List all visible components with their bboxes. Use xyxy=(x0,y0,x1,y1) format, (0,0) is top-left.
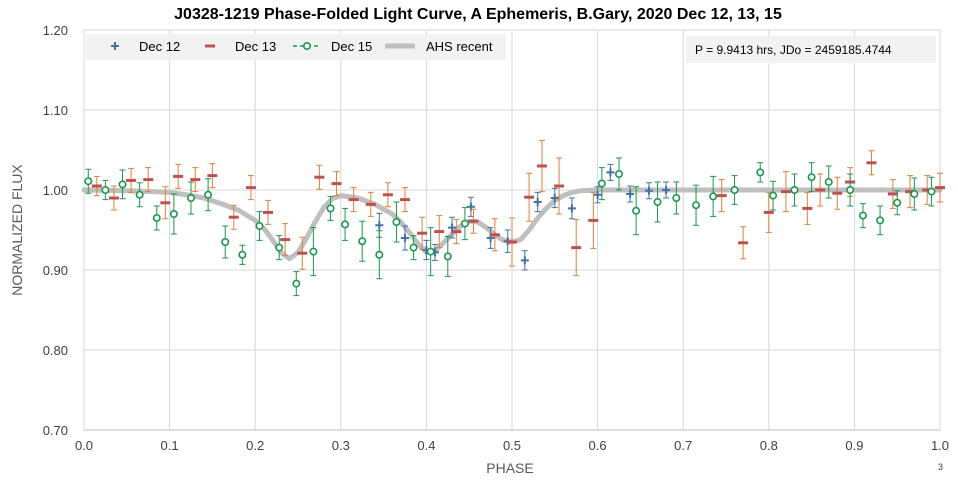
data-point xyxy=(910,190,919,199)
data-point xyxy=(614,170,623,179)
data-point xyxy=(769,191,778,200)
data-point xyxy=(401,234,409,242)
legend: Dec 12 Dec 13 Dec 15 AHS recent xyxy=(86,34,506,60)
data-point xyxy=(341,220,350,229)
data-point xyxy=(309,247,318,256)
data-point xyxy=(653,198,662,207)
data-point xyxy=(392,218,401,227)
data-point xyxy=(632,206,641,215)
x-tick-label: 1.0 xyxy=(931,438,949,453)
data-point xyxy=(443,252,452,261)
data-point xyxy=(187,194,196,203)
data-point xyxy=(807,173,816,182)
series-dec-12 xyxy=(375,163,671,271)
data-point xyxy=(626,190,635,198)
data-point xyxy=(824,178,833,187)
data-point xyxy=(756,168,765,177)
data-point xyxy=(275,243,284,252)
legend-label: Dec 12 xyxy=(139,39,180,54)
data-point xyxy=(84,177,93,186)
y-axis-label: NORMALIZED FLUX xyxy=(9,164,25,296)
data-point xyxy=(876,216,885,225)
data-point xyxy=(550,194,559,202)
x-tick-label: 0.6 xyxy=(589,438,607,453)
chart-title: J0328-1219 Phase-Folded Light Curve, A E… xyxy=(174,6,782,23)
series-dec-15 xyxy=(84,157,936,297)
data-point xyxy=(672,194,681,203)
y-tick-label: 0.90 xyxy=(43,263,68,278)
data-point xyxy=(460,219,469,228)
x-tick-label: 0.8 xyxy=(760,438,778,453)
axes: 0.0 0.1 0.2 0.3 0.4 0.5 0.6 0.7 0.8 0.9 1.0 0.70 0.8… xyxy=(43,23,949,453)
legend-label: Dec 13 xyxy=(235,39,276,54)
data-point xyxy=(426,247,435,256)
plot-area xyxy=(81,139,945,297)
data-point xyxy=(790,186,799,195)
data-point xyxy=(567,204,576,213)
data-point xyxy=(692,201,701,210)
data-point xyxy=(118,180,127,189)
series-dec-13 xyxy=(91,139,945,277)
data-point xyxy=(893,198,902,207)
data-point xyxy=(169,210,178,219)
data-point xyxy=(292,279,301,288)
x-tick-label: 0.7 xyxy=(674,438,692,453)
data-point xyxy=(326,204,335,213)
legend-label: AHS recent xyxy=(426,39,493,54)
data-point xyxy=(606,168,615,177)
data-point xyxy=(597,179,606,188)
annotation-background xyxy=(686,36,936,63)
x-tick-label: 0.4 xyxy=(417,438,435,453)
data-point xyxy=(135,190,144,199)
y-tick-label: 0.70 xyxy=(43,423,68,438)
y-tick-label: 0.80 xyxy=(43,343,68,358)
period-annotation: P = 9.9413 hrs, JDo = 2459185.4744 xyxy=(695,43,892,57)
y-tick-label: 1.00 xyxy=(43,183,68,198)
data-point xyxy=(375,250,384,259)
data-point xyxy=(520,256,529,265)
x-tick-label: 0.9 xyxy=(845,438,863,453)
x-tick-label: 0.2 xyxy=(246,438,264,453)
x-tick-label: 0.3 xyxy=(332,438,350,453)
data-point xyxy=(644,186,653,195)
data-point xyxy=(238,250,247,259)
x-axis-label: PHASE xyxy=(486,460,533,476)
data-point xyxy=(255,222,264,231)
data-point xyxy=(730,186,739,195)
x-tick-label: 0.0 xyxy=(75,438,93,453)
data-point xyxy=(662,186,671,194)
data-point xyxy=(152,214,161,223)
data-point xyxy=(221,238,230,247)
legend-label: Dec 15 xyxy=(331,39,372,54)
legend-background xyxy=(86,34,506,60)
legend-swatch xyxy=(111,42,119,50)
y-tick-label: 1.10 xyxy=(43,103,68,118)
legend-item-dec-13: Dec 13 xyxy=(205,39,276,54)
data-point xyxy=(709,192,718,201)
data-point xyxy=(858,211,867,220)
data-point xyxy=(593,190,602,199)
data-point xyxy=(375,221,384,230)
x-tick-label: 0.1 xyxy=(161,438,179,453)
legend-item-dec-15: Dec 15 xyxy=(293,39,372,54)
data-point xyxy=(358,237,367,246)
corner-mark: 3 xyxy=(938,462,943,472)
y-tick-label: 1.20 xyxy=(43,23,68,38)
data-point xyxy=(204,190,213,199)
x-tick-label: 0.5 xyxy=(503,438,521,453)
data-point xyxy=(101,186,110,195)
data-point xyxy=(927,187,936,196)
data-point xyxy=(533,198,542,206)
annotation-box: P = 9.9413 hrs, JDo = 2459185.4744 xyxy=(686,36,936,63)
legend-item-ahs-recent: AHS recent xyxy=(385,39,493,54)
data-point xyxy=(846,186,855,195)
data-point xyxy=(409,243,418,252)
legend-item-dec-12: Dec 12 xyxy=(111,39,180,54)
legend-swatch xyxy=(302,41,311,50)
